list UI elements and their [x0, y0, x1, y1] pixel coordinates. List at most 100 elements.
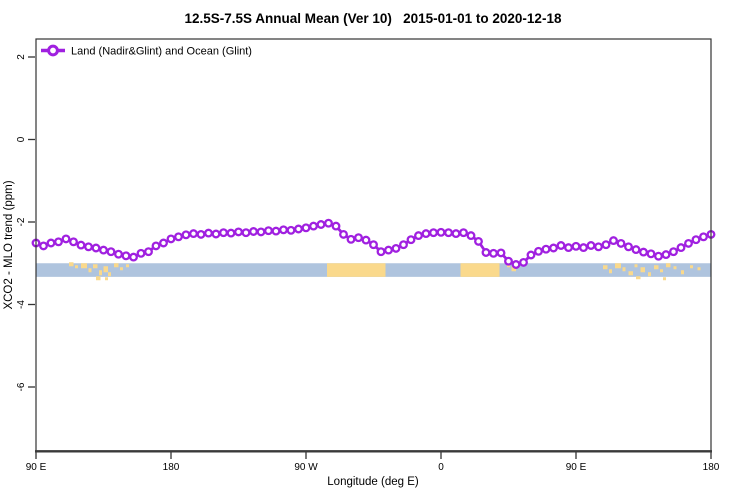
series-marker — [691, 235, 701, 245]
series-marker — [241, 228, 251, 238]
land-speckle — [666, 263, 671, 268]
land-speckle — [622, 267, 626, 272]
land-speckle — [126, 264, 129, 268]
series-marker — [114, 249, 123, 259]
series-marker — [271, 226, 281, 236]
legend-label: Land (Nadir&Glint) and Ocean (Glint) — [71, 46, 252, 58]
series-marker — [91, 243, 101, 253]
series-marker — [654, 251, 663, 261]
series-marker — [496, 248, 506, 258]
series-marker — [624, 242, 633, 252]
series-marker — [699, 232, 708, 242]
series-marker — [174, 232, 183, 242]
series-marker — [166, 234, 176, 244]
series-marker — [136, 248, 146, 258]
series-marker — [279, 225, 288, 235]
series-marker — [99, 245, 108, 255]
land-speckle — [660, 269, 663, 273]
series-marker — [316, 220, 326, 229]
land-patch — [327, 263, 386, 277]
series-marker — [324, 218, 333, 228]
series-marker — [286, 225, 296, 235]
series-marker — [571, 241, 581, 251]
series-marker — [526, 250, 536, 260]
series-marker — [684, 238, 693, 248]
series-marker — [189, 229, 198, 239]
series-marker — [631, 245, 641, 255]
series-marker — [399, 240, 408, 250]
series-marker — [129, 252, 138, 262]
x-axis-label: Longitude (deg E) — [327, 476, 419, 488]
series-marker — [346, 234, 356, 244]
land-speckle — [654, 265, 659, 270]
series-marker — [594, 242, 603, 252]
series-marker — [234, 227, 243, 237]
land-speckle — [673, 266, 677, 270]
surface-band — [36, 262, 711, 281]
series-marker — [354, 233, 363, 243]
series-marker — [639, 247, 648, 257]
data-series — [31, 218, 716, 269]
series-marker — [309, 221, 318, 231]
series-marker — [414, 231, 423, 241]
series-marker — [541, 244, 551, 254]
y-axis-ticks: 2 0 -2 -4 -6 — [16, 54, 35, 391]
x-tick-label: 90 W — [294, 462, 318, 473]
land-speckle — [75, 265, 78, 269]
legend-marker-symbol — [47, 44, 59, 57]
series-marker — [616, 238, 626, 248]
series-marker — [256, 227, 266, 237]
series-marker — [534, 246, 543, 256]
series-marker — [204, 228, 213, 238]
chart-title: 12.5S-7.5S Annual Mean (Ver 10) 2015-01-… — [185, 11, 562, 26]
land-speckle — [99, 270, 102, 276]
land-speckle — [120, 267, 123, 271]
land-speckle — [628, 271, 633, 276]
series-marker — [144, 247, 153, 257]
series-marker — [489, 248, 498, 258]
land-speckle — [103, 266, 108, 273]
series-marker — [549, 243, 558, 253]
series-marker — [474, 236, 483, 246]
series-marker — [339, 229, 348, 239]
land-speckle — [648, 272, 651, 277]
series-marker — [436, 227, 446, 237]
land-speckle — [69, 262, 74, 267]
series-marker — [196, 229, 206, 239]
series-marker — [369, 240, 378, 250]
y-tick-label: 2 — [16, 54, 27, 60]
series-marker — [331, 221, 341, 231]
series-marker — [601, 240, 611, 250]
y-tick-label: 0 — [16, 136, 27, 142]
land-speckle — [114, 263, 119, 268]
series-marker — [69, 237, 78, 247]
series-marker — [459, 228, 468, 238]
land-speckle — [681, 270, 684, 275]
land-speckle — [603, 265, 608, 270]
series-marker — [361, 235, 371, 245]
series-marker — [376, 247, 386, 257]
plot-area: 90 E 180 90 W 0 90 E 180 2 0 -2 -4 -6 Land (Nadir… — [16, 38, 720, 473]
series-marker — [384, 245, 393, 255]
series-marker — [564, 243, 573, 253]
x-tick-label: 0 — [438, 462, 444, 473]
land-speckle — [88, 268, 92, 273]
y-axis-label: XCO2 - MLO trend (ppm) — [3, 180, 15, 309]
land-speckle — [105, 277, 108, 281]
series-marker — [301, 223, 311, 233]
series-marker — [151, 241, 161, 251]
series-marker — [676, 243, 686, 253]
series-marker — [391, 243, 401, 253]
x-axis-ticks: 90 E 180 90 W 0 90 E 180 — [26, 452, 720, 473]
land-speckle — [663, 277, 666, 281]
series-marker — [181, 230, 191, 240]
series-marker — [669, 247, 678, 257]
land-speckle — [96, 276, 101, 281]
series-marker — [646, 249, 656, 259]
series-marker — [421, 229, 431, 239]
series-marker — [211, 229, 221, 239]
series-marker — [429, 228, 438, 238]
series-marker — [511, 260, 521, 269]
